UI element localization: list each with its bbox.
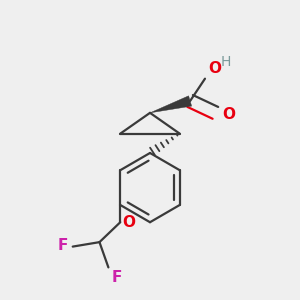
Text: O: O [123, 215, 136, 230]
Text: F: F [58, 238, 68, 253]
Polygon shape [150, 96, 192, 113]
Text: H: H [221, 55, 231, 69]
Text: O: O [208, 61, 221, 76]
Text: O: O [222, 107, 235, 122]
Text: F: F [111, 270, 122, 285]
